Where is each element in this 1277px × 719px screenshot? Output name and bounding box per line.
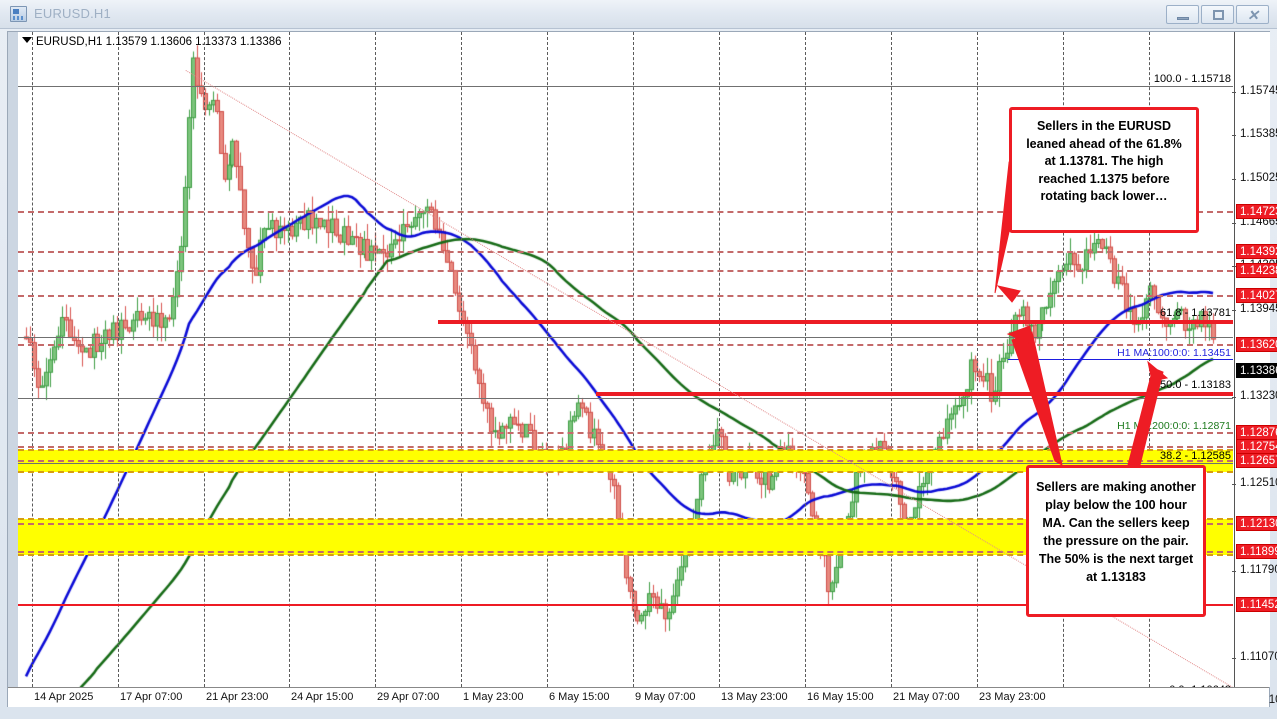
- fib-level-label: 61.8 - 1.13781: [1160, 307, 1231, 319]
- price-tag[interactable]: 1.14723: [1236, 204, 1277, 219]
- price-tag[interactable]: 1.12876: [1236, 425, 1277, 440]
- time-tick-label: 21 May 07:00: [893, 691, 960, 703]
- close-button[interactable]: ✕: [1236, 5, 1269, 24]
- annotation-upper: Sellers in the EURUSD leaned ahead of th…: [1009, 107, 1199, 233]
- grid-line-vertical: [805, 32, 806, 687]
- level-line-solid: [18, 398, 1233, 399]
- time-tick-label: 16 May 15:00: [807, 691, 874, 703]
- level-line-dashed: [18, 344, 1233, 346]
- support-line: [18, 604, 1233, 606]
- fib-level-label: 50.0 - 1.13183: [1160, 379, 1231, 391]
- time-axis[interactable]: 14 Apr 2025 17 Apr 07:00 21 Apr 23:00 24 Ap…: [8, 687, 1269, 707]
- price-tag[interactable]: 1.14238: [1236, 263, 1277, 278]
- price-tag[interactable]: 1.12657: [1236, 453, 1277, 468]
- chart-window-icon: [10, 6, 27, 22]
- price-tick: 1.15745: [1232, 85, 1277, 97]
- grid-line-vertical: [633, 32, 634, 687]
- level-line-dashed: [18, 551, 1233, 553]
- time-tick-label: 14 Apr 2025: [34, 691, 94, 703]
- price-tag[interactable]: 1.11452: [1236, 597, 1277, 612]
- price-tag[interactable]: 1.11899: [1236, 544, 1277, 559]
- price-tick: 1.15385: [1232, 128, 1277, 140]
- grid-line-vertical: [118, 32, 119, 687]
- symbol-ohlc-text: EURUSD,H1 1.13579 1.13606 1.13373 1.1338…: [36, 36, 282, 48]
- fib-level-label: 38.2 - 1.12585: [1160, 450, 1231, 462]
- level-line-dashed: [18, 460, 1233, 462]
- annotation-lower-text: Sellers are making another play below th…: [1036, 480, 1196, 584]
- grid-line-vertical: [204, 32, 205, 687]
- grid-line-vertical: [547, 32, 548, 687]
- ma-100-level-line: [1008, 359, 1233, 360]
- annotation-upper-text: Sellers in the EURUSD leaned ahead of th…: [1026, 119, 1182, 203]
- grid-line-vertical: [461, 32, 462, 687]
- grid-line-vertical: [32, 32, 33, 687]
- time-tick-label: 13 May 23:00: [721, 691, 788, 703]
- price-tick: 1.11790: [1232, 564, 1277, 576]
- price-tick: 1.15025: [1232, 172, 1277, 184]
- level-line-dashed: [18, 432, 1233, 434]
- price-tag[interactable]: 1.14027: [1236, 288, 1277, 303]
- annotation-lower: Sellers are making another play below th…: [1026, 465, 1206, 617]
- fib-level-label: 0.0 -1.10648: [1169, 684, 1231, 687]
- grid-line-vertical: [891, 32, 892, 687]
- price-axis[interactable]: 1.157451.153851.150251.146651.143051.139…: [1232, 32, 1277, 706]
- time-tick-label: 9 May 07:00: [635, 691, 696, 703]
- time-tick-label: 21 Apr 23:00: [206, 691, 269, 703]
- minimize-button[interactable]: [1166, 5, 1199, 24]
- target-line: [438, 320, 1233, 324]
- level-line-dashed: [18, 211, 1233, 213]
- caret-down-icon[interactable]: [22, 37, 32, 43]
- level-line-solid: [18, 463, 1233, 464]
- ma-200-label: H1 MA:200:0:0: 1.12871: [1117, 420, 1231, 432]
- level-line-dashed: [18, 446, 1233, 448]
- time-tick-label: 23 May 23:00: [979, 691, 1046, 703]
- price-tick: 1.13945: [1232, 303, 1277, 315]
- level-line-solid: [18, 337, 1233, 338]
- price-tag[interactable]: 1.12130: [1236, 516, 1277, 531]
- target-line: [596, 392, 1233, 396]
- level-line-dashed: [18, 295, 1233, 297]
- time-tick-label: 24 Apr 15:00: [291, 691, 354, 703]
- price-tag[interactable]: 1.13620: [1236, 337, 1277, 352]
- window-title: EURUSD.H1: [34, 6, 111, 21]
- time-tick-label: 6 May 15:00: [549, 691, 610, 703]
- ma-100-label: H1 MA:100:0:0: 1.13451: [1117, 347, 1231, 359]
- price-tick: 1.11070: [1232, 651, 1277, 663]
- grid-line-vertical: [719, 32, 720, 687]
- price-tick: 1.13230: [1232, 390, 1277, 402]
- level-line-dashed: [18, 270, 1233, 272]
- grid-line-vertical: [289, 32, 290, 687]
- time-tick-label: 17 Apr 07:00: [120, 691, 183, 703]
- symbol-info-bar: EURUSD,H1 1.13579 1.13606 1.13373 1.1338…: [22, 36, 282, 48]
- maximize-button[interactable]: [1201, 5, 1234, 24]
- price-tag[interactable]: 1.13386: [1236, 363, 1277, 378]
- chart-left-gutter: [8, 32, 18, 687]
- level-line-dashed: [18, 523, 1233, 525]
- price-tick: 1.14665: [1232, 216, 1277, 228]
- time-tick-label: 1 May 23:00: [463, 691, 524, 703]
- grid-line-vertical: [977, 32, 978, 687]
- price-tick: 1.12510: [1232, 477, 1277, 489]
- level-line-dashed: [18, 251, 1233, 253]
- price-tag[interactable]: 1.12754: [1236, 439, 1277, 454]
- level-line-solid: [18, 86, 1233, 87]
- price-tag[interactable]: 1.14392: [1236, 244, 1277, 259]
- grid-line-vertical: [375, 32, 376, 687]
- window-title-bar: EURUSD.H1 ✕: [0, 0, 1277, 29]
- fib-level-label: 100.0 - 1.15718: [1153, 73, 1231, 85]
- time-tick-label: 29 Apr 07:00: [377, 691, 440, 703]
